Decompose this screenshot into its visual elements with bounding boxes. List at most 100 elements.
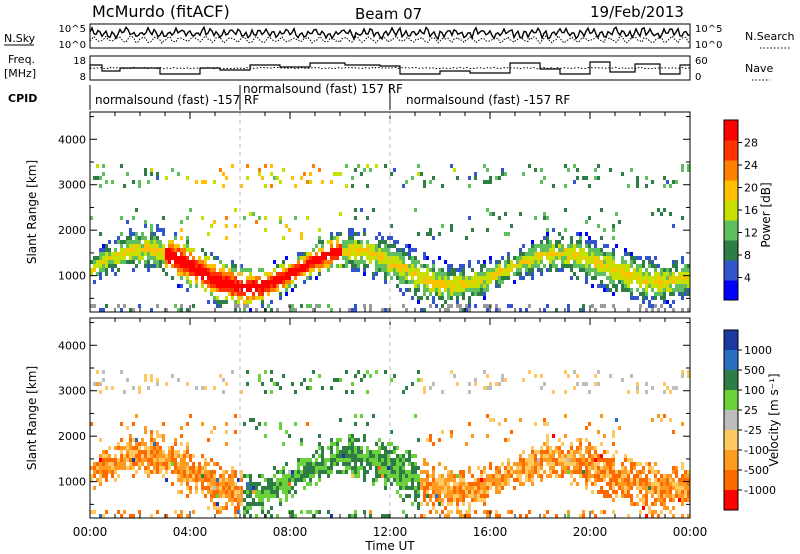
power-cell (561, 268, 564, 272)
power-cell (264, 288, 267, 292)
velocity-cell (159, 450, 162, 454)
power-cell (591, 268, 594, 272)
velocity-cell (528, 478, 531, 482)
power-cell (381, 252, 384, 256)
power-cell (522, 244, 525, 248)
velocity-cell (225, 502, 228, 506)
power-cell (297, 256, 300, 260)
power-cell (231, 268, 234, 272)
date-label: 19/Feb/2013 (590, 3, 684, 21)
power-cell (627, 280, 630, 284)
power-cell (486, 304, 489, 308)
power-cell (351, 240, 354, 244)
velocity-cell (183, 454, 186, 458)
velocity-cell (579, 450, 582, 454)
power-cell (654, 276, 657, 280)
power-cell (435, 272, 438, 276)
power-cell (540, 240, 543, 244)
power-cell (468, 264, 471, 268)
power-cell (453, 268, 456, 272)
velocity-cell (513, 478, 516, 482)
velocity-cell (537, 462, 540, 466)
velocity-cell (543, 382, 546, 386)
power-cell (330, 244, 333, 248)
power-cell (144, 240, 147, 244)
velocity-cell (267, 498, 270, 502)
power-cell (303, 272, 306, 276)
power-cell (234, 304, 237, 308)
velocity-cell (402, 454, 405, 458)
power-cell (285, 256, 288, 260)
power-cell (216, 284, 219, 288)
velocity-cell (147, 454, 150, 458)
power-cell (282, 236, 285, 240)
power-cell (444, 308, 447, 312)
power-cell (117, 256, 120, 260)
velocity-cell (345, 470, 348, 474)
power-cell (231, 292, 234, 296)
velocity-cell (546, 510, 549, 514)
velocity-cell (189, 486, 192, 490)
power-cell (210, 276, 213, 280)
power-cell (225, 176, 228, 180)
velocity-cell (234, 474, 237, 478)
power-cell (234, 284, 237, 288)
power-cell (279, 264, 282, 268)
power-cell (228, 284, 231, 288)
power-cell (606, 264, 609, 268)
power-cell (243, 304, 246, 308)
colorbar-swatch (724, 200, 738, 221)
velocity-cell (453, 486, 456, 490)
velocity-cell (411, 478, 414, 482)
power-cell (516, 264, 519, 268)
velocity-cell (633, 474, 636, 478)
velocity-cell (600, 466, 603, 470)
velocity-cell (576, 466, 579, 470)
velocity-cell (270, 478, 273, 482)
power-cell (678, 288, 681, 292)
power-cell (306, 276, 309, 280)
freq-label: Freq. (8, 53, 35, 66)
velocity-cell (486, 510, 489, 514)
velocity-cell (351, 438, 354, 442)
power-cell (363, 252, 366, 256)
power-cell (630, 288, 633, 292)
velocity-cell (138, 458, 141, 462)
power-cell (246, 176, 249, 180)
velocity-cell (573, 478, 576, 482)
power-cell (354, 232, 357, 236)
velocity-cell (624, 458, 627, 462)
power-cell (330, 308, 333, 312)
velocity-cell (666, 474, 669, 478)
velocity-cell (216, 490, 219, 494)
velocity-cell (579, 474, 582, 478)
power-cell (102, 248, 105, 252)
power-cell (150, 224, 153, 228)
power-cell (570, 252, 573, 256)
velocity-cell (231, 482, 234, 486)
power-cell (672, 264, 675, 268)
power-cell (411, 264, 414, 268)
velocity-cell (678, 482, 681, 486)
velocity-cell (180, 442, 183, 446)
velocity-cell (441, 510, 444, 514)
power-cell (387, 268, 390, 272)
power-cell (582, 176, 585, 180)
velocity-cell (588, 470, 591, 474)
velocity-cell (174, 458, 177, 462)
power-cell (99, 308, 102, 312)
velocity-cell (615, 470, 618, 474)
velocity-cell (588, 474, 591, 478)
power-cell (372, 252, 375, 256)
velocity-cell (357, 466, 360, 470)
power-cell (234, 280, 237, 284)
power-cell (180, 264, 183, 268)
velocity-cell (402, 458, 405, 462)
power-cell (333, 236, 336, 240)
velocity-cell (402, 466, 405, 470)
power-cell (387, 260, 390, 264)
power-cell (498, 268, 501, 272)
velocity-cell (504, 482, 507, 486)
power-cell (96, 264, 99, 268)
velocity-cell (192, 466, 195, 470)
